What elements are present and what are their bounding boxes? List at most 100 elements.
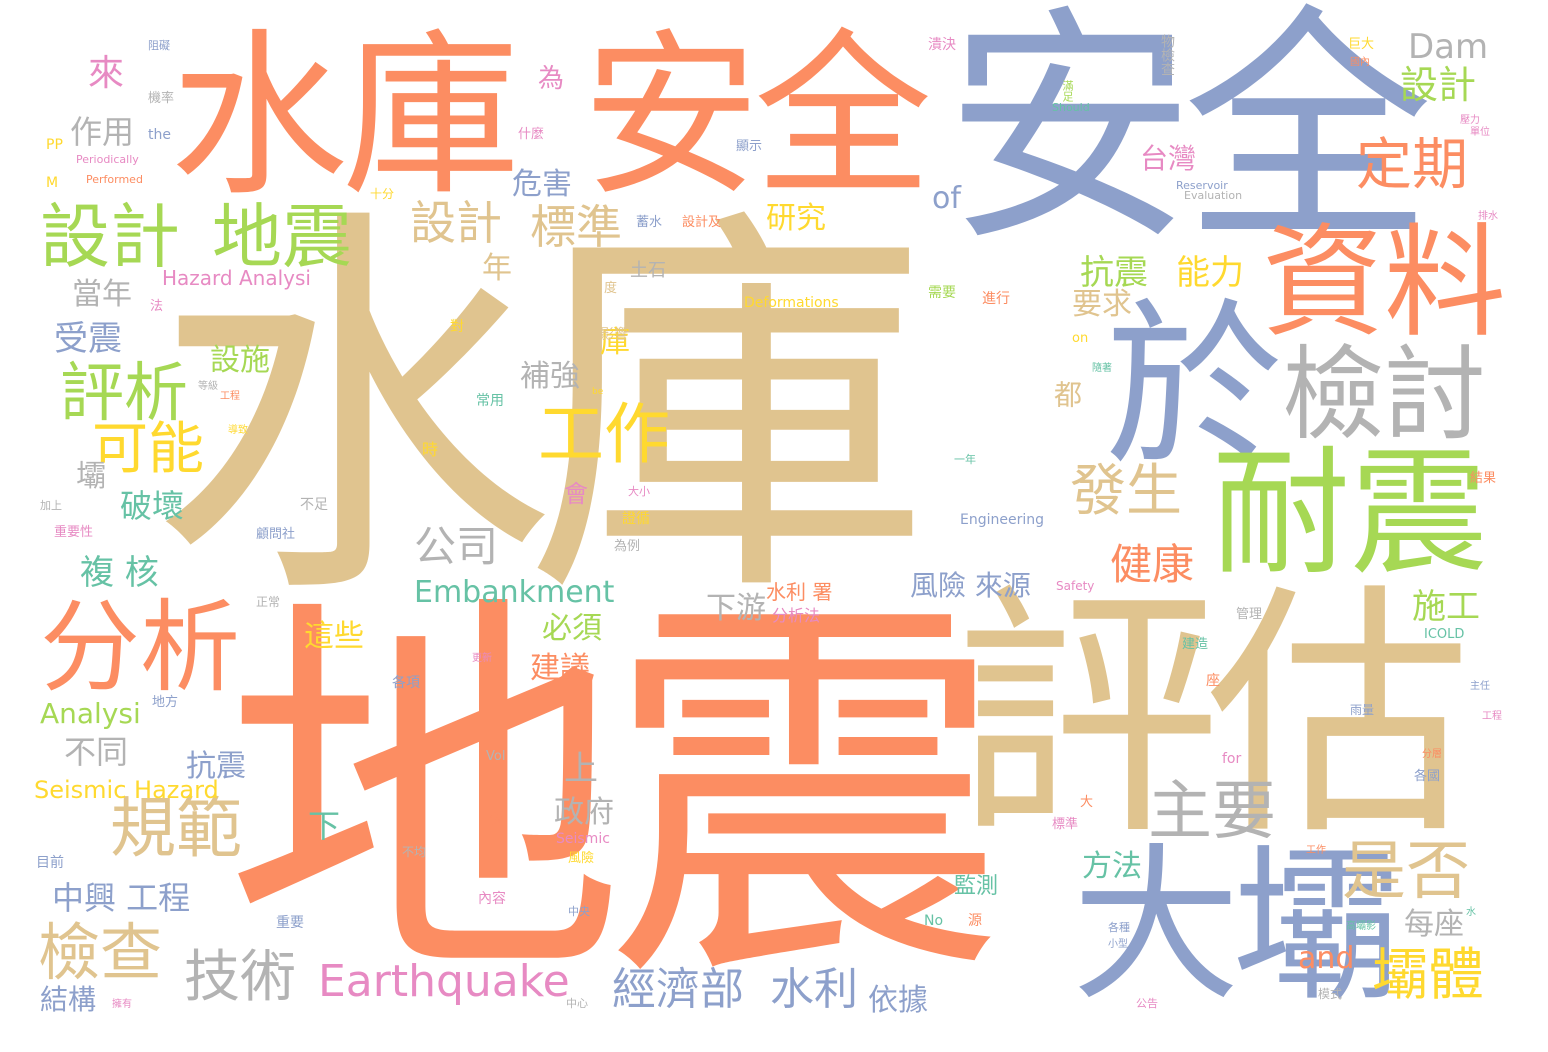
cloud-word: 常用 xyxy=(476,393,504,409)
cloud-word: 政府 xyxy=(554,795,614,830)
cloud-word: Should xyxy=(1052,101,1090,114)
cloud-word: 度 xyxy=(604,281,618,296)
cloud-word: 排水 xyxy=(1478,211,1498,222)
cloud-word: Evaluation xyxy=(1184,189,1243,202)
cloud-word: 影響 xyxy=(600,327,628,343)
cloud-word: 滿足 xyxy=(1061,80,1074,102)
cloud-word: 擁有 xyxy=(112,999,132,1010)
cloud-word: 設計及 xyxy=(682,215,722,230)
cloud-word: 不同 xyxy=(64,733,129,771)
cloud-word: 水利 xyxy=(770,964,858,1015)
cloud-word: 阻礙 xyxy=(148,39,170,52)
cloud-word: for xyxy=(1222,751,1242,767)
cloud-word: 各國 xyxy=(1414,769,1441,784)
cloud-word: 更新 xyxy=(472,653,492,664)
cloud-word: 係 xyxy=(490,811,504,827)
cloud-word: 工程 xyxy=(220,391,240,402)
cloud-word: Safety xyxy=(1056,579,1095,593)
cloud-word: 各項 xyxy=(392,675,420,691)
cloud-word: 建議 xyxy=(530,651,590,686)
cloud-word: 單位 xyxy=(1470,127,1490,138)
cloud-word: 可能 xyxy=(92,417,204,482)
cloud-word: Seismic xyxy=(556,831,610,847)
cloud-word: 進行 xyxy=(982,291,1010,307)
cloud-word: 定期 xyxy=(1356,133,1468,198)
cloud-word: 結果 xyxy=(1470,471,1497,486)
cloud-word: Hazard Analysi xyxy=(162,266,311,290)
cloud-word: 為例 xyxy=(614,539,641,554)
cloud-word: 監測 xyxy=(954,874,999,899)
cloud-word: Performed xyxy=(86,173,143,186)
cloud-word: 公告 xyxy=(1136,997,1158,1010)
cloud-word: 經濟部 xyxy=(612,964,744,1015)
cloud-word: 複 核 xyxy=(80,553,159,593)
cloud-word: 十分 xyxy=(370,187,395,201)
cloud-word: 證循 xyxy=(622,511,650,527)
cloud-word: 座 xyxy=(1206,673,1220,689)
cloud-word: 對 xyxy=(450,319,464,335)
cloud-word: 台灣 xyxy=(1140,142,1197,175)
cloud-word: 巨大 xyxy=(1348,37,1375,52)
cloud-word: 規範 xyxy=(110,790,242,867)
cloud-word: 導致 xyxy=(228,425,248,436)
cloud-word: 設施 xyxy=(210,343,270,378)
cloud-word: 必須 xyxy=(542,611,602,646)
cloud-word: 分析 xyxy=(40,589,240,706)
cloud-word: 工作 xyxy=(1306,845,1326,856)
cloud-word: 隨著 xyxy=(1092,363,1112,374)
cloud-word: No xyxy=(924,913,944,929)
cloud-word: 受震 xyxy=(54,319,122,359)
cloud-word: 健康 xyxy=(1110,540,1195,589)
cloud-word: Reservoir xyxy=(1176,179,1228,192)
cloud-word: 不足 xyxy=(300,497,328,513)
cloud-word: 大壩 xyxy=(1072,828,1400,1024)
cloud-word: PP xyxy=(46,137,63,153)
cloud-word: be xyxy=(592,387,604,397)
cloud-word: 地震 xyxy=(225,565,1005,1030)
cloud-word: on xyxy=(1072,331,1089,346)
cloud-word: 研究 xyxy=(766,201,826,236)
cloud-word: 源 xyxy=(968,913,982,929)
cloud-word: 顯示 xyxy=(736,139,763,154)
cloud-word: 目前 xyxy=(36,855,64,871)
cloud-word: 要求 xyxy=(1072,287,1132,322)
cloud-word: 雨量 xyxy=(1350,703,1375,717)
cloud-word: 內容 xyxy=(478,891,506,907)
cloud-word: 土石 xyxy=(630,260,666,281)
cloud-word: 風險 來源 xyxy=(910,569,1031,602)
cloud-word: 耐震 xyxy=(1212,433,1489,594)
cloud-word: 大小 xyxy=(628,485,650,498)
cloud-word: 下 xyxy=(308,807,341,845)
cloud-word: 為 xyxy=(538,64,565,94)
cloud-word: 分層 xyxy=(1422,749,1442,760)
cloud-word: 破壞 xyxy=(120,487,185,525)
cloud-word: 管理 xyxy=(1236,607,1263,622)
cloud-word: Vol xyxy=(486,749,506,764)
cloud-word: 安全 xyxy=(582,13,932,220)
cloud-word: 能力 xyxy=(1176,253,1244,293)
cloud-word: Earthquake xyxy=(318,956,570,1007)
cloud-word: 評估 xyxy=(955,563,1471,871)
cloud-word: 依據 xyxy=(868,983,928,1018)
cloud-word: 補強 xyxy=(520,359,580,394)
cloud-word: 下游 xyxy=(706,591,766,626)
cloud-word: 法 xyxy=(150,299,164,314)
cloud-word: 工作 xyxy=(538,396,670,473)
cloud-word: 作用 xyxy=(70,113,135,151)
cloud-word: 地方 xyxy=(152,695,179,710)
cloud-word: 風險 xyxy=(568,851,595,866)
cloud-word: Embankment xyxy=(414,575,615,610)
cloud-word: 等級 xyxy=(198,381,218,392)
cloud-word: 分析法 xyxy=(772,606,821,625)
cloud-word: 正常 xyxy=(256,595,281,609)
cloud-word: 公司 xyxy=(414,522,499,571)
cloud-word: 會 xyxy=(564,480,588,508)
cloud-word: 小型 xyxy=(1108,939,1128,950)
cloud-word: 結構 xyxy=(40,983,97,1016)
cloud-word: 當年 xyxy=(72,277,132,312)
cloud-word: 危害 xyxy=(512,167,572,202)
cloud-word: 抗震 xyxy=(186,749,246,784)
cloud-word: 高壩影 xyxy=(1346,921,1376,932)
cloud-word: 大 xyxy=(1080,795,1094,810)
